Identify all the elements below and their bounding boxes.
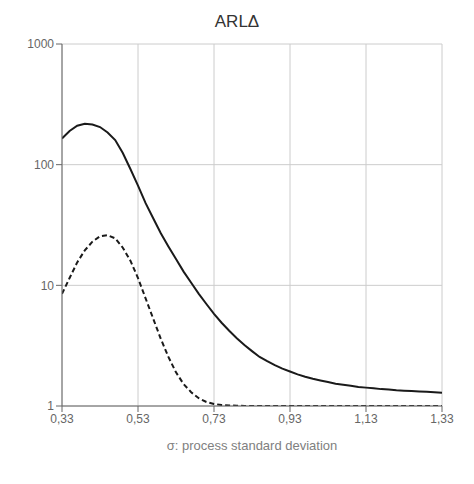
svg-text:0,73: 0,73 [202, 412, 226, 426]
svg-text:1000: 1000 [27, 37, 54, 51]
svg-text:10: 10 [41, 279, 55, 293]
svg-text:0,53: 0,53 [126, 412, 150, 426]
svg-text:0,33: 0,33 [50, 412, 74, 426]
svg-text:1: 1 [47, 399, 54, 413]
svg-text:100: 100 [34, 158, 54, 172]
svg-text:1,13: 1,13 [354, 412, 378, 426]
svg-text:0,93: 0,93 [278, 412, 302, 426]
svg-text:1,33: 1,33 [430, 412, 454, 426]
html-text:ARLΔ: ARLΔ [214, 12, 260, 31]
svg-text:σ: process standard deviation: σ: process standard deviation [167, 438, 338, 453]
